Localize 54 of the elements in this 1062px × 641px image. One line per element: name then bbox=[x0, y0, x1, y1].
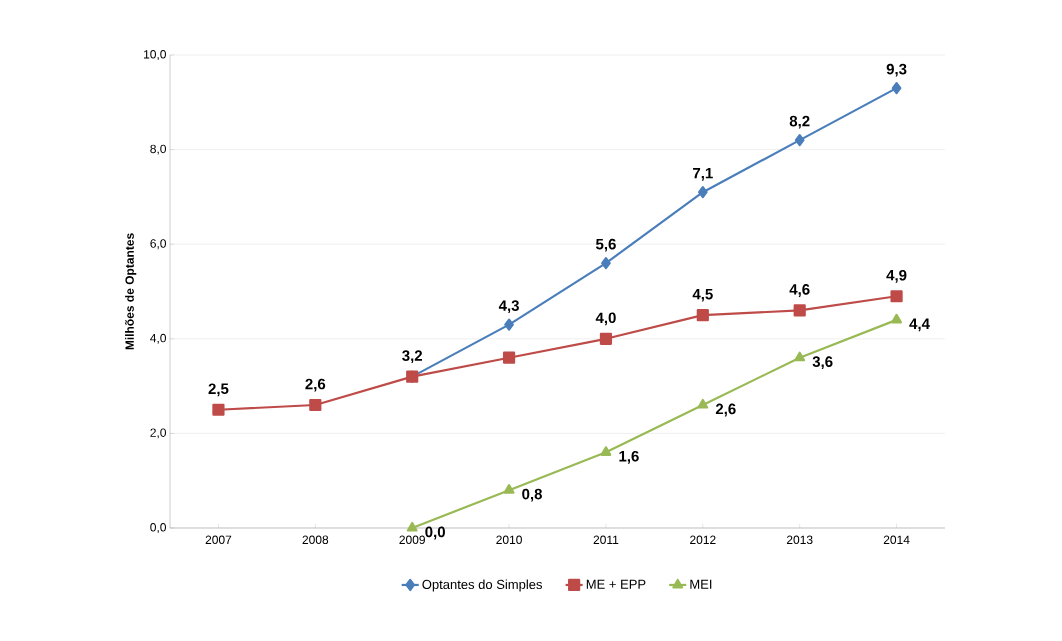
data-label: 5,6 bbox=[595, 238, 616, 252]
data-label: 3,6 bbox=[812, 356, 833, 370]
point bbox=[891, 313, 902, 324]
data-label: 2,6 bbox=[715, 403, 736, 417]
y-tick-label: 0,0 bbox=[150, 523, 167, 533]
point bbox=[309, 398, 322, 412]
x-tick-label: 2009 bbox=[399, 535, 425, 545]
point bbox=[502, 351, 516, 364]
point bbox=[890, 290, 903, 303]
x-tick-label: 2013 bbox=[786, 535, 813, 545]
point bbox=[504, 318, 514, 331]
point bbox=[601, 257, 611, 270]
point bbox=[406, 521, 418, 532]
y-tick-label: 8,0 bbox=[150, 144, 167, 155]
y-tick-label: 2,0 bbox=[150, 428, 167, 439]
data-label: 4,6 bbox=[789, 284, 810, 297]
y-tick-label: 4,0 bbox=[150, 333, 167, 344]
point bbox=[794, 351, 806, 362]
data-label: 0,0 bbox=[425, 526, 445, 540]
data-label: 2,6 bbox=[305, 378, 326, 392]
data-label: 4,0 bbox=[595, 312, 616, 326]
point bbox=[599, 332, 613, 345]
x-tick-label: 2010 bbox=[496, 535, 522, 545]
data-label: 7,1 bbox=[693, 168, 713, 181]
y-tick-label: 6,0 bbox=[150, 239, 167, 250]
x-tick-label: 2007 bbox=[205, 535, 232, 545]
data-label: 3,2 bbox=[402, 350, 423, 364]
point bbox=[891, 82, 902, 95]
point bbox=[793, 304, 806, 317]
x-tick-label: 2012 bbox=[690, 535, 716, 545]
point bbox=[794, 134, 805, 147]
legend-label: Optantes do Simples bbox=[422, 579, 542, 592]
legend-label: MEI bbox=[690, 579, 712, 589]
point bbox=[697, 398, 709, 409]
point bbox=[503, 484, 515, 494]
point bbox=[697, 186, 708, 199]
data-label: 4,3 bbox=[498, 300, 519, 314]
y-axis-title: Milhões de Optantes bbox=[125, 233, 137, 350]
x-tick-label: 2011 bbox=[593, 535, 619, 545]
x-tick-label: 2008 bbox=[302, 535, 329, 545]
point bbox=[696, 309, 709, 322]
data-label: 4,5 bbox=[692, 288, 713, 302]
point bbox=[212, 403, 225, 416]
data-label: 4,4 bbox=[909, 318, 930, 332]
data-label: 8,2 bbox=[789, 115, 810, 129]
data-label: 4,9 bbox=[886, 269, 907, 283]
point bbox=[600, 446, 612, 456]
data-label: 9,3 bbox=[886, 63, 907, 77]
data-label: 2,5 bbox=[208, 383, 229, 397]
data-label: 1,6 bbox=[619, 450, 639, 464]
y-tick-label: 10,0 bbox=[144, 50, 167, 60]
x-tick-label: 2014 bbox=[883, 535, 910, 545]
legend-label: ME + EPP bbox=[586, 579, 646, 589]
data-label: 0,8 bbox=[522, 488, 542, 502]
